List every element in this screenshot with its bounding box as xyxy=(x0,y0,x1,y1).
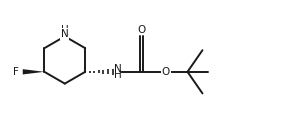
Text: O: O xyxy=(162,67,170,77)
Text: H: H xyxy=(114,70,122,80)
Text: F: F xyxy=(14,67,19,77)
Text: N: N xyxy=(114,64,122,74)
Text: N: N xyxy=(61,29,69,39)
Text: H: H xyxy=(61,25,69,35)
Polygon shape xyxy=(23,69,44,74)
Text: O: O xyxy=(137,25,145,35)
